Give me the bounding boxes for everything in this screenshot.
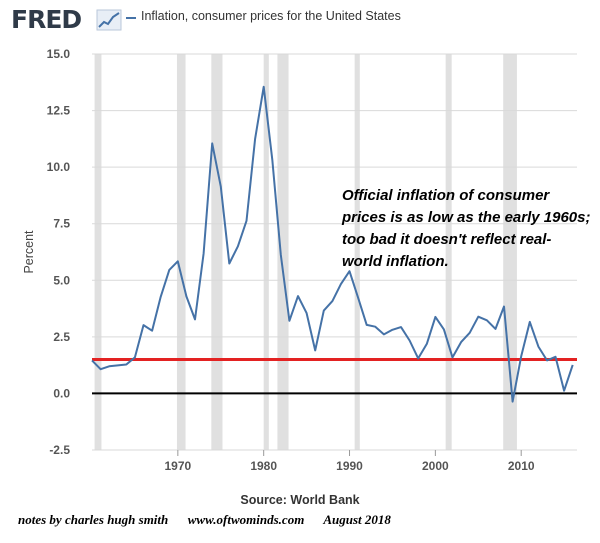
y-tick-label: 5.0 [53,273,70,287]
x-tick-label: 1970 [164,459,191,473]
annotation-line-0: Official inflation of consumer [342,187,550,204]
annotation-line-1: prices is as low as the early 1960s; [341,209,590,226]
y-tick-label: 10.0 [47,160,71,174]
recession-band-3 [263,54,269,450]
x-tick-label: 1980 [250,459,277,473]
footer-author: notes by charles hugh smith [18,512,169,527]
series-line-0 [91,85,574,403]
recession-band-0 [94,54,102,450]
x-tick-label: 1990 [336,459,363,473]
recession-band-2 [211,54,223,450]
legend-swatch [126,17,136,19]
footer-site: www.oftwominds.com [187,512,305,527]
annotation-line-3: world inflation. [342,253,449,270]
recession-bands [94,54,517,450]
annotation: Official inflation of consumer prices is … [341,187,590,270]
x-axis-ticks: 1970 1980 1990 2000 2010 [164,450,535,473]
recession-band-4 [277,54,289,450]
x-tick-label: 2000 [422,459,449,473]
recession-band-5 [354,54,360,450]
annotation-line-2: too bad it doesn't reflect real- [342,231,551,248]
fred-chart-icon [96,9,122,31]
y-axis-title: Percent [22,230,36,274]
recession-band-1 [176,54,186,450]
x-tick-label: 2010 [508,459,535,473]
legend-label[interactable]: Inflation, consumer prices for the Unite… [141,9,401,23]
y-tick-label: 7.5 [53,217,70,231]
y-tick-label: 2.5 [53,330,70,344]
y-axis-ticks: 15.0 12.5 10.0 7.5 5.0 2.5 0.0 -2.5 [47,47,71,457]
reference-lines [92,357,577,395]
fred-logo: FRED [11,5,82,34]
chart-header: FRED Inflation, consumer prices for the … [0,0,600,40]
recession-band-7 [503,54,517,450]
y-tick-label: -2.5 [49,443,70,457]
footer-notes: notes by charles hugh smith www.oftwomin… [18,512,391,528]
series-lines [91,85,574,403]
recession-band-6 [445,54,452,450]
footer-date: August 2018 [323,512,391,527]
y-tick-label: 15.0 [47,47,71,61]
source-label: Source: World Bank [240,493,359,507]
y-tick-label: 12.5 [47,104,71,118]
y-tick-label: 0.0 [53,386,70,400]
